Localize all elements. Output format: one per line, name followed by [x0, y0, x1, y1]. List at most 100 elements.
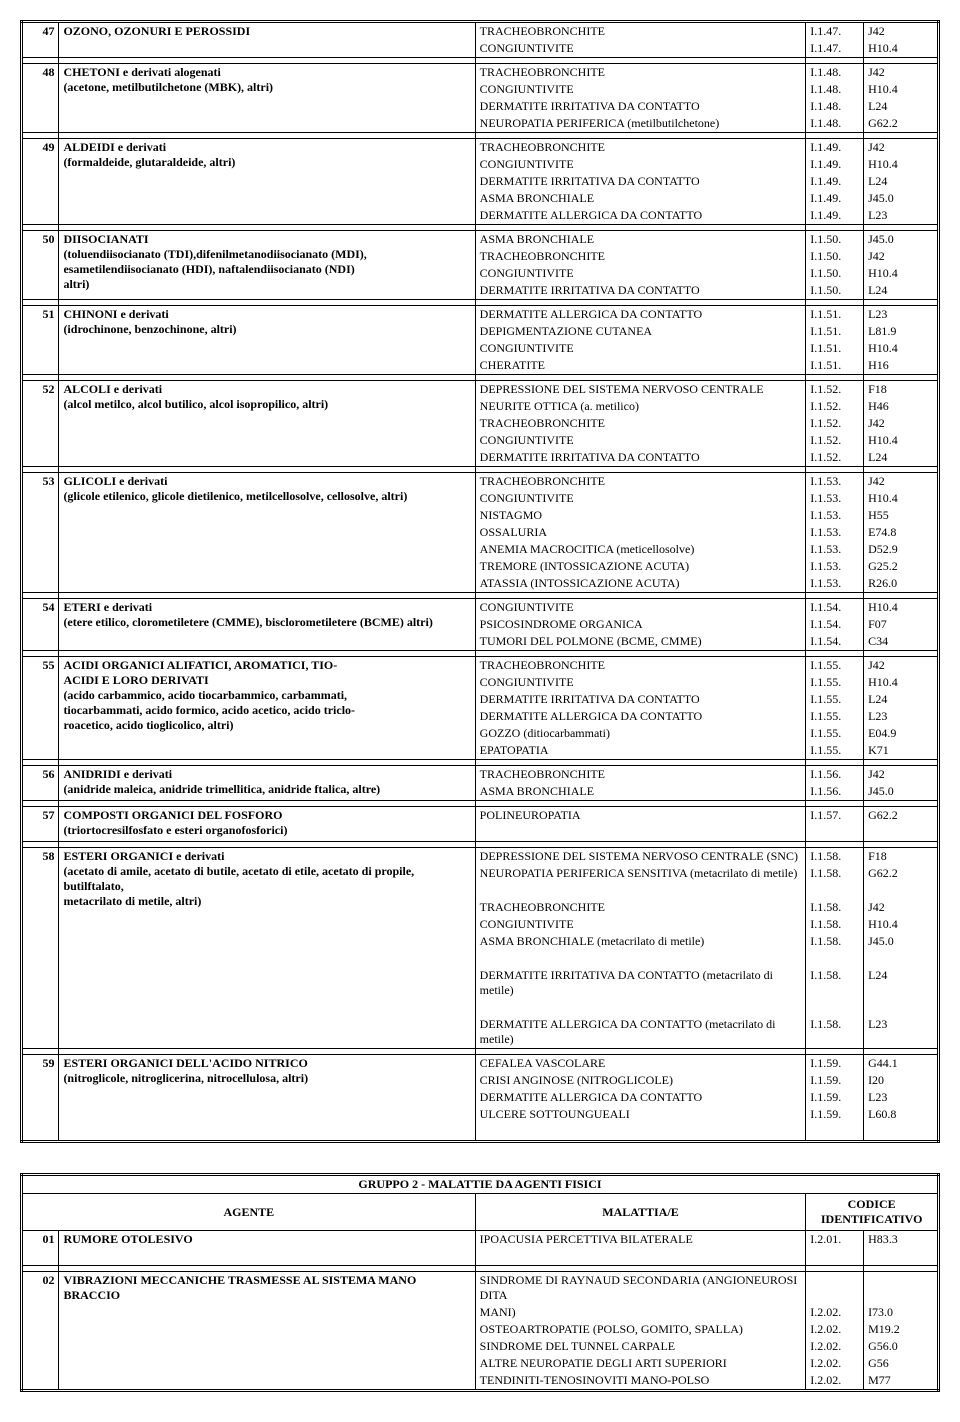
code-cell: H10.4: [864, 340, 939, 357]
agent-cell: COMPOSTI ORGANICI DEL FOSFORO(triortocre…: [59, 807, 475, 842]
disease-cell: NEUROPATIA PERIFERICA SENSITIVA (metacri…: [475, 865, 806, 882]
code-prefix-cell: I.2.02.: [806, 1355, 864, 1372]
disease-cell: ATASSIA (INTOSSICAZIONE ACUTA): [475, 575, 806, 593]
code-cell: G25.2: [864, 558, 939, 575]
code-prefix-cell: I.1.53.: [806, 473, 864, 491]
row-number: 58: [22, 848, 59, 1049]
code-prefix-cell: I.1.56.: [806, 783, 864, 801]
code-prefix-cell: [806, 1272, 864, 1305]
code-cell: H16: [864, 357, 939, 375]
disease-cell: SINDROME DEL TUNNEL CARPALE: [475, 1338, 806, 1355]
code-cell: J42: [864, 473, 939, 491]
disease-cell: DERMATITE ALLERGICA DA CONTATTO: [475, 306, 806, 324]
code-cell: G62.2: [864, 865, 939, 882]
disease-cell: [475, 824, 806, 842]
disease-cell: DERMATITE ALLERGICA DA CONTATTO: [475, 207, 806, 225]
code-prefix-cell: I.1.56.: [806, 766, 864, 784]
disease-cell: DEPIGMENTAZIONE CUTANEA: [475, 323, 806, 340]
code-prefix-cell: I.1.58.: [806, 848, 864, 866]
disease-cell: CONGIUNTIVITE: [475, 599, 806, 617]
disease-cell: TRACHEOBRONCHITE: [475, 766, 806, 784]
agent-cell: ALDEIDI e derivati(formaldeide, glutaral…: [59, 139, 475, 225]
code-cell: J45.0: [864, 231, 939, 249]
code-prefix-cell: I.1.50.: [806, 282, 864, 300]
disease-cell: TENDINITI-TENOSINOVITI MANO-POLSO: [475, 1372, 806, 1391]
row-number: 51: [22, 306, 59, 375]
disease-cell: DERMATITE IRRITATIVA DA CONTATTO: [475, 98, 806, 115]
code-cell: J45.0: [864, 190, 939, 207]
code-prefix-cell: I.2.01.: [806, 1231, 864, 1249]
code-cell: J42: [864, 139, 939, 157]
code-prefix-cell: I.1.48.: [806, 115, 864, 133]
disease-cell: ANEMIA MACROCITICA (meticellosolve): [475, 541, 806, 558]
code-cell: G56.0: [864, 1338, 939, 1355]
agent-cell: ANIDRIDI e derivati(anidride maleica, an…: [59, 766, 475, 801]
code-prefix-cell: I.1.59.: [806, 1072, 864, 1089]
disease-cell: OSSALURIA: [475, 524, 806, 541]
agent-cell: VIBRAZIONI MECCANICHE TRASMESSE AL SISTE…: [59, 1272, 475, 1391]
code-prefix-cell: I.1.51.: [806, 357, 864, 375]
code-prefix-cell: I.1.53.: [806, 575, 864, 593]
code-cell: L24: [864, 173, 939, 190]
code-cell: R26.0: [864, 575, 939, 593]
row-number: 49: [22, 139, 59, 225]
code-prefix-cell: I.1.55.: [806, 742, 864, 760]
code-cell: E04.9: [864, 725, 939, 742]
code-prefix-cell: I.1.52.: [806, 381, 864, 399]
disease-cell: [475, 999, 806, 1016]
code-prefix-cell: I.2.02.: [806, 1304, 864, 1321]
code-cell: J42: [864, 22, 939, 41]
disease-cell: ASMA BRONCHIALE: [475, 190, 806, 207]
code-prefix-cell: I.1.49.: [806, 207, 864, 225]
code-cell: [864, 1272, 939, 1305]
row-number: 55: [22, 657, 59, 760]
code-prefix-cell: I.1.55.: [806, 691, 864, 708]
disease-cell: DERMATITE IRRITATIVA DA CONTATTO: [475, 449, 806, 467]
code-prefix-cell: I.1.59.: [806, 1055, 864, 1073]
code-prefix-cell: I.1.53.: [806, 507, 864, 524]
disease-cell: TRACHEOBRONCHITE: [475, 473, 806, 491]
code-prefix-cell: I.2.02.: [806, 1372, 864, 1391]
code-prefix-cell: I.1.53.: [806, 490, 864, 507]
disease-cell: TREMORE (INTOSSICAZIONE ACUTA): [475, 558, 806, 575]
row-number: 57: [22, 807, 59, 842]
disease-cell: TRACHEOBRONCHITE: [475, 415, 806, 432]
code-prefix-cell: [806, 882, 864, 899]
agent-cell: ESTERI ORGANICI e derivati(acetato di am…: [59, 848, 475, 1049]
code-cell: G56: [864, 1355, 939, 1372]
code-prefix-cell: I.1.50.: [806, 248, 864, 265]
disease-cell: TRACHEOBRONCHITE: [475, 657, 806, 675]
disease-cell: DERMATITE IRRITATIVA DA CONTATTO: [475, 691, 806, 708]
agent-cell: DIISOCIANATI(toluendiisocianato (TDI),di…: [59, 231, 475, 300]
code-cell: H10.4: [864, 81, 939, 98]
code-cell: L24: [864, 691, 939, 708]
code-prefix-cell: [806, 1123, 864, 1142]
disease-cell: TRACHEOBRONCHITE: [475, 22, 806, 41]
code-cell: K71: [864, 742, 939, 760]
code-cell: L81.9: [864, 323, 939, 340]
code-cell: J42: [864, 899, 939, 916]
disease-cell: MANI): [475, 1304, 806, 1321]
code-prefix-cell: I.1.47.: [806, 40, 864, 58]
header-disease: MALATTIA/E: [475, 1194, 806, 1231]
agent-cell: ETERI e derivati(etere etilico, cloromet…: [59, 599, 475, 651]
code-prefix-cell: I.1.55.: [806, 708, 864, 725]
code-cell: H10.4: [864, 432, 939, 449]
group-title: GRUPPO 2 - MALATTIE DA AGENTI FISICI: [22, 1175, 939, 1194]
code-cell: M77: [864, 1372, 939, 1391]
code-cell: H10.4: [864, 265, 939, 282]
code-prefix-cell: I.1.58.: [806, 865, 864, 882]
row-number: 54: [22, 599, 59, 651]
code-cell: F18: [864, 381, 939, 399]
disease-cell: [475, 950, 806, 967]
disease-cell: TRACHEOBRONCHITE: [475, 248, 806, 265]
code-prefix-cell: I.2.02.: [806, 1338, 864, 1355]
code-prefix-cell: I.1.48.: [806, 81, 864, 98]
header-agent: AGENTE: [22, 1194, 476, 1231]
code-cell: F07: [864, 616, 939, 633]
disease-cell: TRACHEOBRONCHITE: [475, 139, 806, 157]
code-cell: I73.0: [864, 1304, 939, 1321]
code-cell: L24: [864, 967, 939, 999]
disease-cell: TUMORI DEL POLMONE (BCME, CMME): [475, 633, 806, 651]
row-number: 50: [22, 231, 59, 300]
